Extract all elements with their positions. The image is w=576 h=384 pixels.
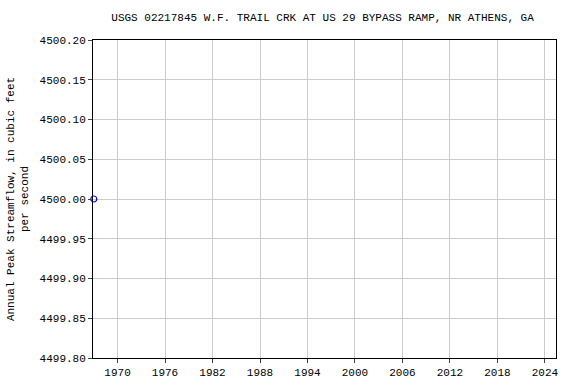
svg-text:1988: 1988 [247,367,273,379]
svg-text:1970: 1970 [104,367,130,379]
svg-text:4500.10: 4500.10 [40,114,86,126]
svg-text:2012: 2012 [437,367,463,379]
svg-text:2000: 2000 [342,367,368,379]
svg-text:2006: 2006 [389,367,415,379]
svg-text:4500.15: 4500.15 [40,75,86,87]
svg-text:1976: 1976 [152,367,178,379]
svg-text:1982: 1982 [199,367,225,379]
svg-text:4500.00: 4500.00 [40,194,86,206]
svg-text:Annual Peak Streamflow, in cub: Annual Peak Streamflow, in cubic feetper… [5,77,31,321]
svg-text:1994: 1994 [294,367,321,379]
svg-text:2024: 2024 [532,367,559,379]
svg-text:4499.90: 4499.90 [40,273,86,285]
svg-text:4499.85: 4499.85 [40,313,86,325]
svg-text:4500.20: 4500.20 [40,35,86,47]
svg-text:4500.05: 4500.05 [40,154,86,166]
svg-text:4499.80: 4499.80 [40,353,86,365]
svg-text:2018: 2018 [484,367,510,379]
svg-text:USGS 02217845 W.F. TRAIL CRK A: USGS 02217845 W.F. TRAIL CRK AT US 29 BY… [111,12,534,24]
svg-text:4499.95: 4499.95 [40,234,86,246]
